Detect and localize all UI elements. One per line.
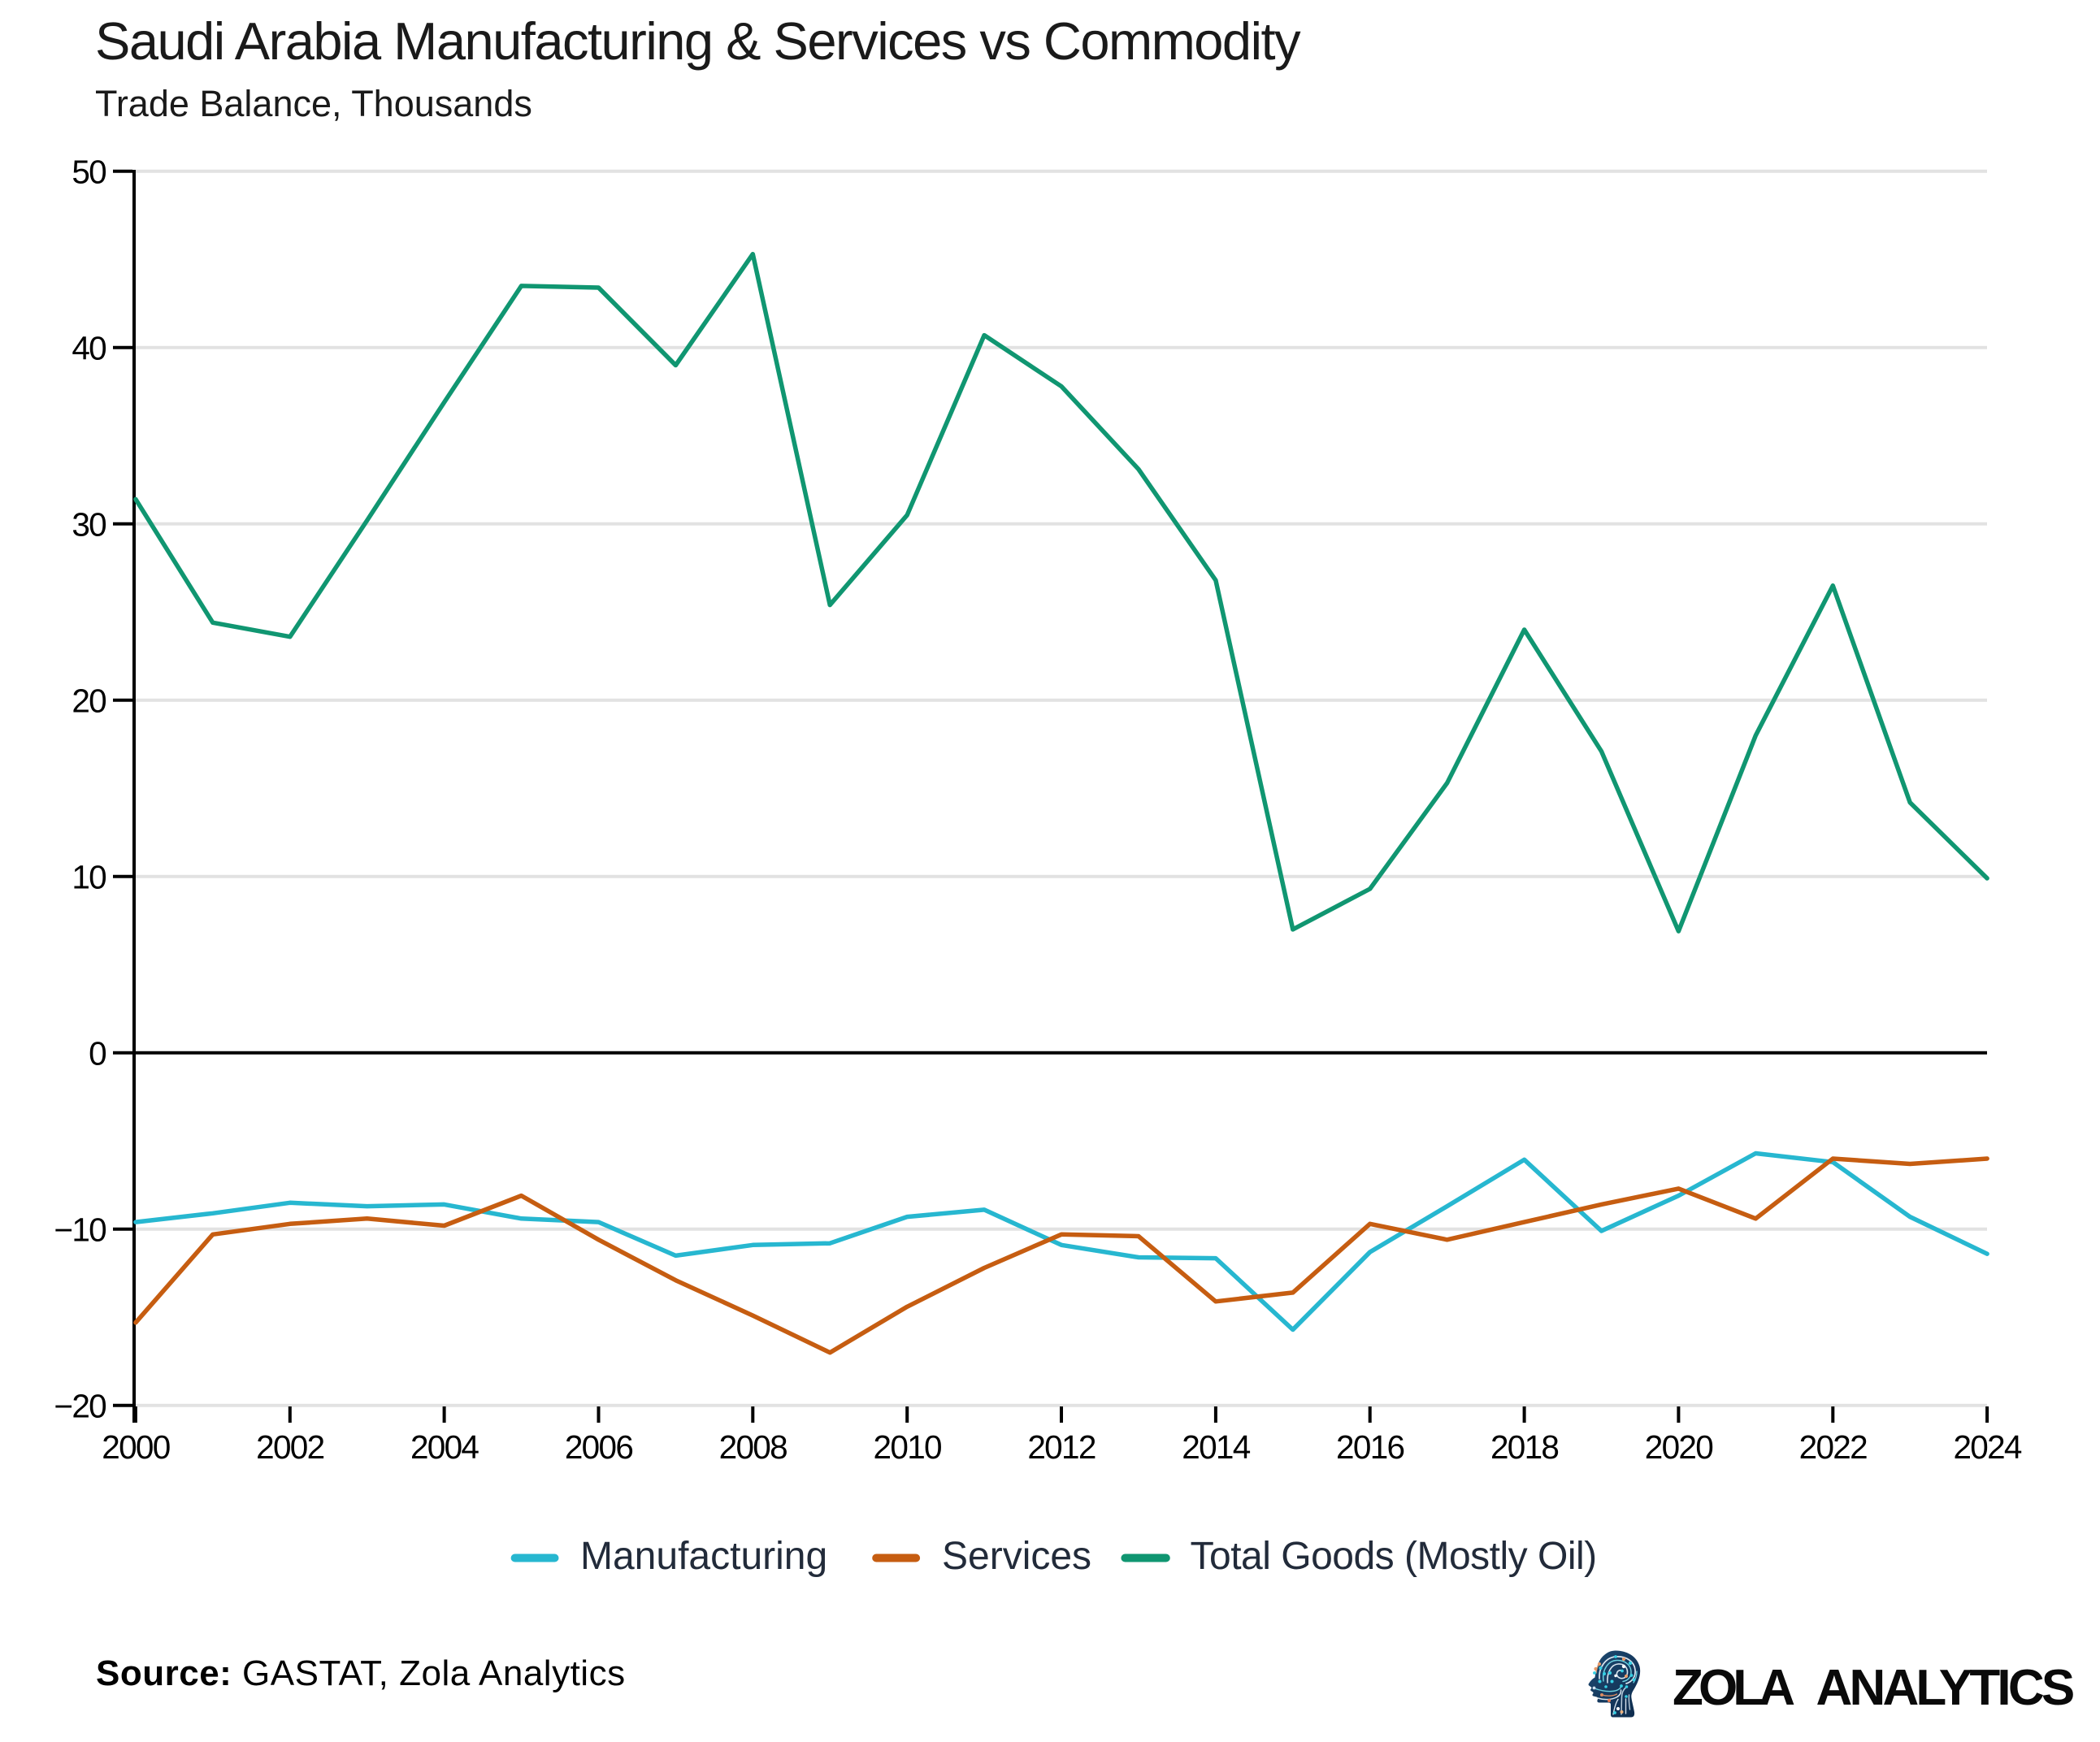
svg-text:20: 20 [72,682,106,719]
svg-text:2020: 2020 [1645,1428,1712,1466]
svg-text:2014: 2014 [1182,1428,1250,1466]
svg-text:Manufacturing: Manufacturing [580,1535,827,1578]
svg-text:−10: −10 [54,1211,106,1248]
svg-text:ANALYTICS: ANALYTICS [1816,1660,2073,1716]
svg-text:2024: 2024 [1953,1428,2021,1466]
svg-text:10: 10 [72,858,106,895]
svg-text:30: 30 [72,505,106,543]
svg-text:2018: 2018 [1490,1428,1558,1466]
svg-text:Saudi Arabia Manufacturing & S: Saudi Arabia Manufacturing & Services vs… [95,11,1301,71]
svg-text:Trade Balance, Thousands: Trade Balance, Thousands [95,83,532,124]
svg-text:2016: 2016 [1336,1428,1404,1466]
svg-text:2012: 2012 [1027,1428,1095,1466]
svg-text:2008: 2008 [719,1428,787,1466]
svg-text:Total Goods (Mostly Oil): Total Goods (Mostly Oil) [1191,1535,1597,1578]
svg-text:Source: GASTAT, Zola Analytics: Source: GASTAT, Zola Analytics [96,1653,626,1693]
svg-text:2002: 2002 [256,1428,323,1466]
svg-text:0: 0 [89,1034,106,1072]
svg-text:2006: 2006 [565,1428,632,1466]
svg-text:2004: 2004 [410,1428,479,1466]
svg-text:2000: 2000 [102,1428,169,1466]
svg-text:40: 40 [72,329,106,366]
svg-text:Services: Services [942,1535,1091,1578]
svg-text:2010: 2010 [874,1428,941,1466]
svg-text:−20: −20 [54,1387,106,1424]
svg-text:ZOLA: ZOLA [1673,1660,1794,1716]
svg-text:2022: 2022 [1799,1428,1867,1466]
svg-text:50: 50 [72,153,106,190]
